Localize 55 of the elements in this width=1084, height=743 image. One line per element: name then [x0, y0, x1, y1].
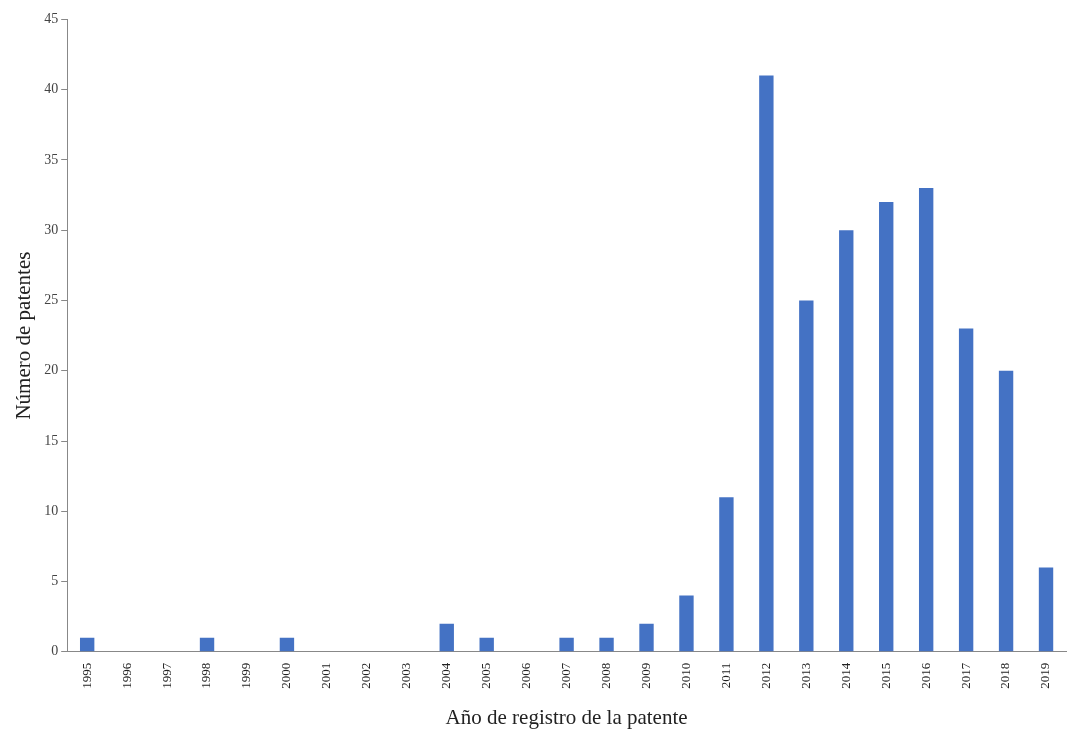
y-tick-label: 0	[51, 643, 59, 659]
x-tick-label: 2012	[757, 662, 773, 689]
x-tick-label: 1995	[78, 662, 94, 689]
x-tick-label: 1999	[238, 662, 254, 689]
bar	[79, 637, 95, 652]
x-tick-label: 2010	[677, 662, 693, 689]
y-tick-label: 45	[44, 11, 59, 27]
y-tick-label: 15	[44, 432, 59, 448]
bar	[799, 300, 814, 652]
x-tick-label: 2005	[478, 662, 494, 689]
bar	[839, 230, 854, 652]
x-tick-label: 2008	[597, 662, 613, 689]
x-tick-label: 1998	[198, 662, 214, 689]
bar	[279, 637, 295, 652]
x-tick-label: 2002	[358, 662, 374, 689]
bar	[958, 328, 974, 652]
bar	[639, 623, 654, 652]
bar	[479, 637, 494, 652]
x-tick-label: 2004	[438, 662, 454, 689]
x-tick-label: 2013	[797, 662, 813, 689]
bar	[998, 370, 1014, 652]
bar	[759, 75, 774, 652]
bar	[439, 623, 454, 652]
x-tick-label: 1997	[158, 662, 174, 689]
bar	[1038, 567, 1054, 652]
x-tick-label: 2003	[398, 662, 414, 689]
x-axis-title: Año de registro de la patente	[445, 704, 688, 729]
y-tick-label: 40	[44, 81, 59, 97]
y-axis-title: Número de patentes	[11, 251, 36, 420]
x-tick-label: 2011	[717, 662, 733, 689]
x-tick-label: 1996	[118, 662, 134, 689]
y-tick-label: 10	[44, 502, 59, 518]
x-tick-label: 2014	[837, 662, 853, 689]
x-tick-label: 2001	[318, 662, 334, 689]
x-tick-label: 2009	[637, 662, 653, 689]
x-tick-label: 2016	[917, 662, 933, 689]
x-tick-label: 2017	[957, 662, 973, 689]
y-tick-label: 25	[44, 292, 59, 308]
y-tick-label: 30	[44, 221, 59, 237]
y-tick-label: 20	[44, 362, 59, 378]
y-tick-label: 5	[51, 573, 59, 589]
x-tick-label: 2019	[1037, 662, 1053, 689]
bar	[918, 188, 934, 652]
x-tick-label: 2015	[877, 662, 893, 689]
bar	[199, 637, 215, 652]
bar	[599, 637, 614, 652]
bar	[879, 202, 894, 652]
x-tick-label: 2007	[558, 662, 574, 689]
x-tick-label: 2018	[997, 662, 1013, 689]
x-tick-label: 2006	[518, 662, 534, 689]
bar	[559, 637, 574, 652]
y-tick-label: 35	[44, 151, 59, 167]
x-tick-label: 2000	[278, 662, 294, 689]
bar	[719, 497, 734, 652]
bar	[679, 595, 694, 652]
